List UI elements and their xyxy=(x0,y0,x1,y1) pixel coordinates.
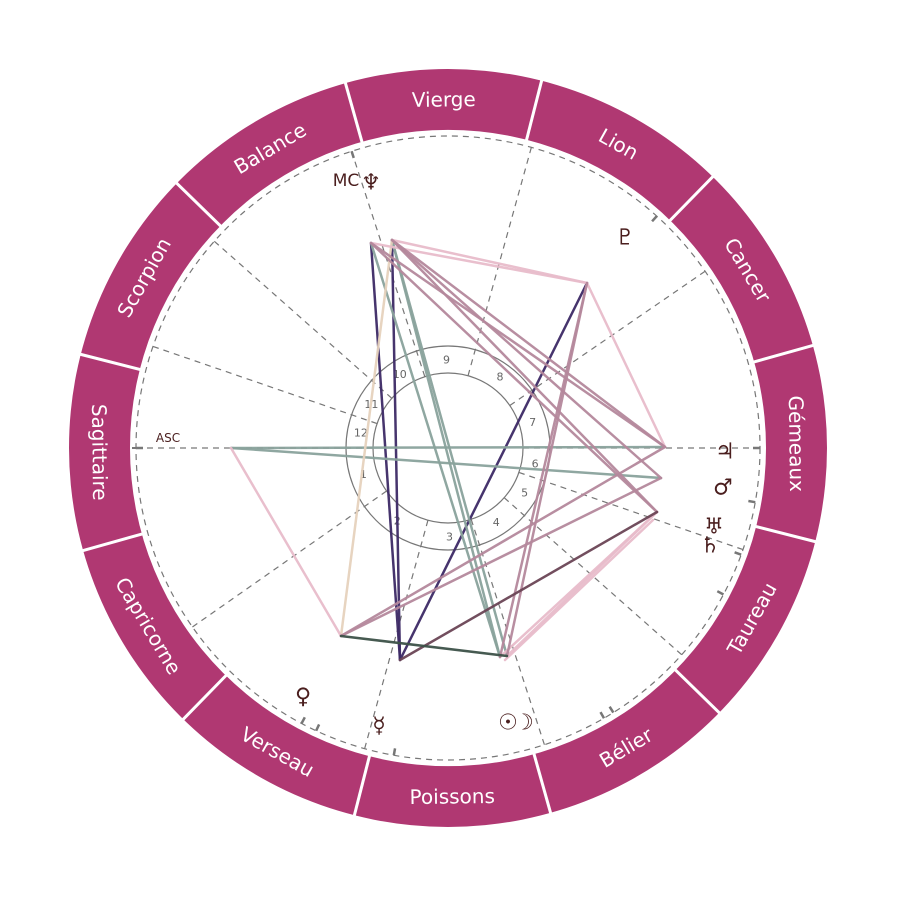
mars-icon: ♂ xyxy=(713,476,733,501)
degree-tick xyxy=(734,551,742,556)
pluto-icon: ♇ xyxy=(615,226,635,251)
aspect-line xyxy=(369,241,659,514)
house-number: 3 xyxy=(446,530,453,543)
sign-label-poissons: Poissons xyxy=(409,784,495,809)
aspect-line xyxy=(339,476,663,638)
sign-divider xyxy=(343,81,364,144)
sign-divider xyxy=(181,673,228,722)
degree-tick xyxy=(748,499,756,504)
aspect-line xyxy=(229,445,667,450)
house-number: 4 xyxy=(493,516,500,529)
jupiter-icon: ♃ xyxy=(715,440,735,465)
aspect-line xyxy=(369,241,502,659)
sign-divider xyxy=(668,174,715,223)
aspect-line xyxy=(505,281,589,658)
aspect-line xyxy=(585,281,667,449)
house-number: 12 xyxy=(354,427,368,440)
sign-label-gémeaux: Gémeaux xyxy=(784,395,809,492)
sign-divider xyxy=(673,668,722,715)
house-cusp-line xyxy=(509,270,706,407)
aspect-line xyxy=(390,238,402,662)
sign-divider xyxy=(524,79,544,142)
aspect-line xyxy=(369,241,667,449)
sign-divider xyxy=(752,343,815,364)
house-number: 7 xyxy=(529,416,536,429)
house-cusps xyxy=(132,135,761,761)
degree-tick xyxy=(300,716,306,725)
aspect-line xyxy=(505,510,659,658)
aspect-line xyxy=(229,446,343,638)
aspect-line xyxy=(339,634,509,658)
zodiac-ring xyxy=(69,69,827,827)
house-number: 8 xyxy=(497,370,504,383)
sign-divider xyxy=(81,532,144,553)
house-number: 10 xyxy=(393,368,407,381)
aspect-line xyxy=(398,510,659,662)
moon-icon: ☽ xyxy=(514,711,534,736)
sign-label-vierge: Vierge xyxy=(412,87,476,112)
aspect-line xyxy=(390,238,667,449)
aspect-line xyxy=(369,241,589,285)
aspect-line xyxy=(369,241,402,662)
asc-label: ASC xyxy=(156,431,180,445)
degree-tick xyxy=(716,590,725,596)
planet-glyphs: ASC MC ♆ ♇ ♃ ♂ ♅♄ ♀ ☿ ☉☽ xyxy=(156,171,735,739)
sign-divider xyxy=(352,754,372,817)
degree-tick xyxy=(315,723,321,732)
house-cusp-line xyxy=(152,345,378,425)
house-cusp-line xyxy=(213,240,393,399)
degree-tick xyxy=(651,215,658,223)
aspect-lines xyxy=(229,238,667,662)
aspect-line xyxy=(339,238,394,638)
venus-icon: ♀ xyxy=(295,685,311,710)
aspect-line xyxy=(390,238,663,480)
uranus-icon: ♅ xyxy=(704,515,724,540)
house-number: 9 xyxy=(443,354,450,367)
house-number: 1 xyxy=(360,468,367,481)
sun-icon: ☉ xyxy=(498,711,518,736)
mercury-icon: ☿ xyxy=(372,714,386,739)
aspect-line xyxy=(398,281,589,662)
sign-label-sagittaire: Sagittaire xyxy=(87,404,112,501)
sign-divider xyxy=(79,352,142,372)
aspect-line xyxy=(339,445,667,638)
house-number: 5 xyxy=(521,486,528,499)
aspect-line xyxy=(229,446,663,480)
degree-tick xyxy=(599,711,606,719)
sign-divider xyxy=(532,752,553,815)
degree-tick xyxy=(608,705,615,714)
degree-tick xyxy=(392,748,397,756)
saturn-icon: ♄ xyxy=(700,534,720,559)
mc-label: MC xyxy=(333,171,360,191)
aspect-line xyxy=(503,518,655,662)
sign-divider xyxy=(754,524,817,544)
aspect-line xyxy=(390,238,659,514)
house-number: 6 xyxy=(532,457,539,470)
neptune-icon: ♆ xyxy=(361,171,381,196)
sign-divider xyxy=(174,181,223,228)
